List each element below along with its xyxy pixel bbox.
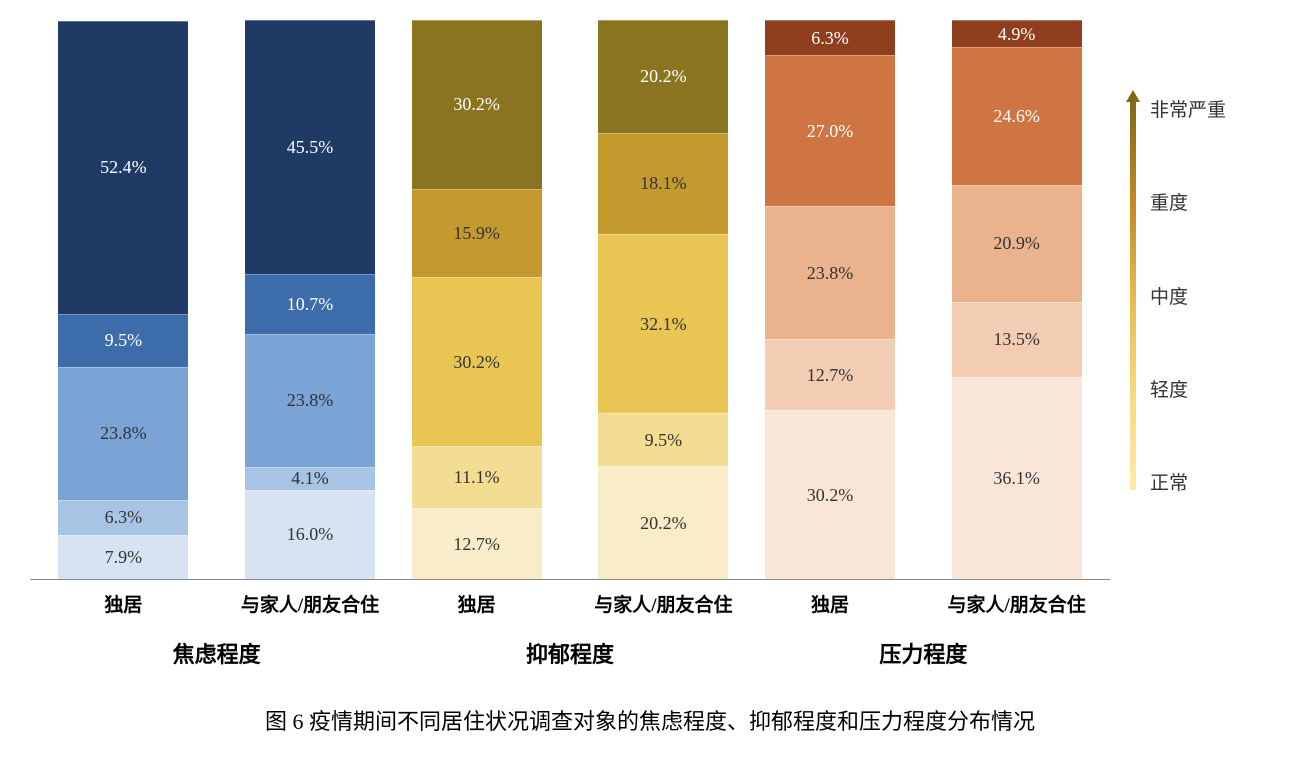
bar-segment: 9.5% bbox=[58, 314, 188, 367]
bar-segment: 15.9% bbox=[412, 189, 542, 278]
bar-segment: 45.5% bbox=[245, 20, 375, 274]
bar-labels-row: 独居与家人/朋友合住独居与家人/朋友合住独居与家人/朋友合住 bbox=[30, 590, 1110, 617]
bar-segment: 20.9% bbox=[952, 185, 1082, 302]
bar-segment: 23.8% bbox=[245, 334, 375, 467]
bar-segment: 36.1% bbox=[952, 377, 1082, 579]
stacked-bar: 7.9%6.3%23.8%9.5%52.4% bbox=[58, 20, 188, 579]
legend-item: 轻度 bbox=[1150, 375, 1226, 402]
bar-label: 独居 bbox=[40, 590, 207, 617]
group-label: 压力程度 bbox=[747, 637, 1100, 669]
bar-segment: 23.8% bbox=[58, 367, 188, 500]
figure-caption: 图 6 疫情期间不同居住状况调查对象的焦虑程度、抑郁程度和压力程度分布情况 bbox=[30, 704, 1270, 736]
bar-label-group: 独居与家人/朋友合住 bbox=[747, 590, 1100, 617]
bar-segment: 12.7% bbox=[765, 339, 895, 410]
bar-group: 30.2%12.7%23.8%27.0%6.3%36.1%13.5%20.9%2… bbox=[747, 20, 1100, 579]
bar-segment: 27.0% bbox=[765, 55, 895, 206]
bar-wrapper: 12.7%11.1%30.2%15.9%30.2% bbox=[393, 20, 560, 579]
bar-group: 7.9%6.3%23.8%9.5%52.4%16.0%4.1%23.8%10.7… bbox=[40, 20, 393, 579]
bar-wrapper: 7.9%6.3%23.8%9.5%52.4% bbox=[40, 20, 207, 579]
bar-segment: 6.3% bbox=[58, 500, 188, 535]
group-label: 焦虑程度 bbox=[40, 637, 393, 669]
severity-legend: 非常严重重度中度轻度正常 bbox=[1130, 20, 1270, 669]
stacked-bar: 20.2%9.5%32.1%18.1%20.2% bbox=[598, 20, 728, 579]
bar-wrapper: 20.2%9.5%32.1%18.1%20.2% bbox=[580, 20, 747, 579]
bar-segment: 4.9% bbox=[952, 20, 1082, 47]
bar-segment: 30.2% bbox=[765, 410, 895, 579]
legend-item: 重度 bbox=[1150, 188, 1226, 215]
bar-segment: 12.7% bbox=[412, 508, 542, 579]
bar-wrapper: 30.2%12.7%23.8%27.0%6.3% bbox=[747, 20, 914, 579]
bar-label: 与家人/朋友合住 bbox=[933, 590, 1100, 617]
bar-segment: 32.1% bbox=[598, 234, 728, 413]
bar-segment: 4.1% bbox=[245, 467, 375, 490]
group-labels-row: 焦虑程度抑郁程度压力程度 bbox=[30, 637, 1110, 669]
legend-item: 中度 bbox=[1150, 282, 1226, 309]
legend-item: 非常严重 bbox=[1150, 95, 1226, 122]
chart-main: 7.9%6.3%23.8%9.5%52.4%16.0%4.1%23.8%10.7… bbox=[30, 20, 1110, 669]
bar-segment: 18.1% bbox=[598, 133, 728, 234]
group-label: 抑郁程度 bbox=[393, 637, 746, 669]
bar-segment: 11.1% bbox=[412, 446, 542, 508]
bar-segment: 9.5% bbox=[598, 413, 728, 466]
legend-item: 正常 bbox=[1150, 468, 1226, 495]
stacked-bar: 30.2%12.7%23.8%27.0%6.3% bbox=[765, 20, 895, 579]
bar-segment: 30.2% bbox=[412, 277, 542, 446]
bar-segment: 30.2% bbox=[412, 20, 542, 189]
bar-label-group: 独居与家人/朋友合住 bbox=[393, 590, 746, 617]
legend-labels: 非常严重重度中度轻度正常 bbox=[1150, 95, 1226, 495]
bar-segment: 52.4% bbox=[58, 21, 188, 314]
bar-segment: 20.2% bbox=[598, 20, 728, 133]
bar-wrapper: 16.0%4.1%23.8%10.7%45.5% bbox=[227, 20, 394, 579]
bar-segment: 23.8% bbox=[765, 206, 895, 339]
bar-segment: 16.0% bbox=[245, 490, 375, 579]
bar-segment: 13.5% bbox=[952, 302, 1082, 377]
stacked-bar: 12.7%11.1%30.2%15.9%30.2% bbox=[412, 20, 542, 579]
bar-label: 与家人/朋友合住 bbox=[580, 590, 747, 617]
bar-wrapper: 36.1%13.5%20.9%24.6%4.9% bbox=[933, 20, 1100, 579]
bar-segment: 10.7% bbox=[245, 274, 375, 334]
bar-label: 独居 bbox=[747, 590, 914, 617]
bar-segment: 6.3% bbox=[765, 20, 895, 55]
chart-row: 7.9%6.3%23.8%9.5%52.4%16.0%4.1%23.8%10.7… bbox=[30, 20, 1270, 669]
legend-gradient-bar bbox=[1130, 100, 1136, 490]
bar-segment: 7.9% bbox=[58, 535, 188, 579]
bar-segment: 20.2% bbox=[598, 466, 728, 579]
bar-label-group: 独居与家人/朋友合住 bbox=[40, 590, 393, 617]
bar-segment: 24.6% bbox=[952, 47, 1082, 185]
stacked-bar: 36.1%13.5%20.9%24.6%4.9% bbox=[952, 20, 1082, 579]
bars-area: 7.9%6.3%23.8%9.5%52.4%16.0%4.1%23.8%10.7… bbox=[30, 20, 1110, 580]
bar-label: 独居 bbox=[393, 590, 560, 617]
bar-group: 12.7%11.1%30.2%15.9%30.2%20.2%9.5%32.1%1… bbox=[393, 20, 746, 579]
stacked-bar: 16.0%4.1%23.8%10.7%45.5% bbox=[245, 20, 375, 579]
bar-label: 与家人/朋友合住 bbox=[227, 590, 394, 617]
